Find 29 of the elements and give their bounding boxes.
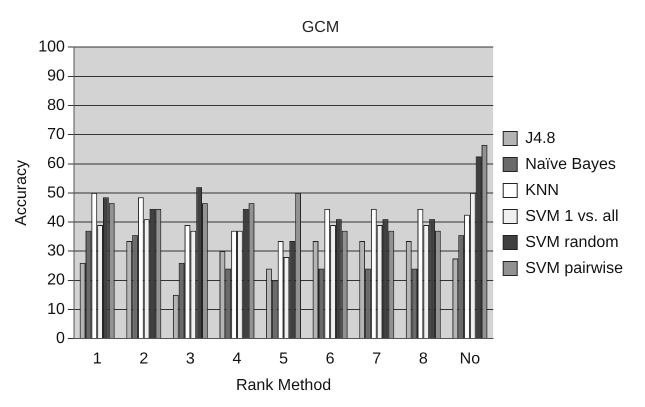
- x-axis-title: Rank Method: [236, 376, 332, 394]
- x-tick-label: No: [460, 350, 480, 368]
- legend-label: SVM 1 vs. all: [525, 208, 619, 225]
- x-tick-label: 3: [186, 350, 195, 368]
- legend-label: KNN: [525, 182, 559, 199]
- x-tick-label: 2: [139, 350, 148, 368]
- legend-label: SVM pairwise: [525, 260, 624, 277]
- y-tick-label: 40: [47, 213, 65, 230]
- y-tick-label: 60: [47, 155, 65, 172]
- y-tick-label: 50: [47, 184, 65, 202]
- x-tick-label: 6: [326, 350, 335, 368]
- legend-label: J4.8: [525, 130, 556, 147]
- y-tick-label: 70: [47, 126, 65, 144]
- y-tick-label: 0: [56, 330, 65, 348]
- x-tick-label: 8: [418, 350, 428, 368]
- y-tick-label: 90: [47, 68, 65, 85]
- y-tick-label: 100: [38, 38, 65, 56]
- chart-title: GCM: [302, 19, 340, 36]
- legend-label: Naïve Bayes: [525, 156, 616, 173]
- y-tick-label: 10: [47, 300, 65, 318]
- legend-label: SVM random: [525, 234, 619, 251]
- y-axis-title: Accuracy: [13, 160, 30, 226]
- x-tick-label: 4: [232, 350, 242, 368]
- x-tick-label: 1: [92, 350, 102, 368]
- y-tick-label: 80: [47, 96, 65, 114]
- y-tick-label: 30: [47, 242, 65, 260]
- x-tick-label: 7: [372, 350, 382, 368]
- x-tick-label: 5: [279, 350, 288, 368]
- y-tick-label: 20: [47, 272, 65, 289]
